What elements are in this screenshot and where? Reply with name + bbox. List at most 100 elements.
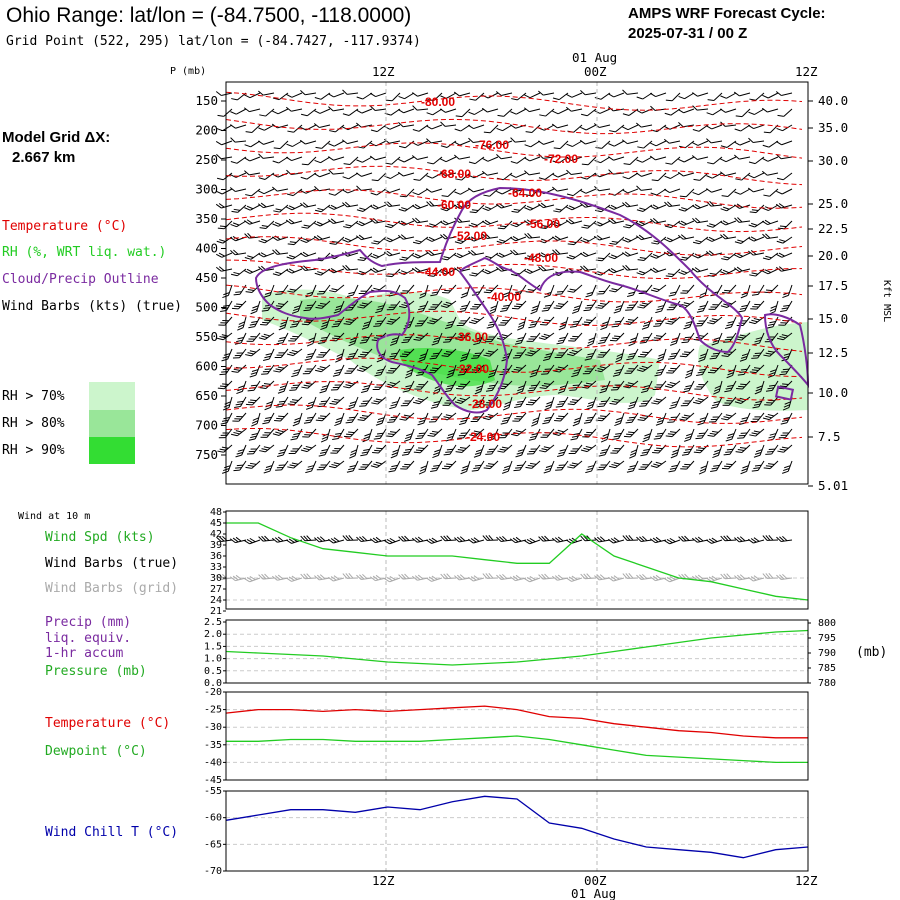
surface-wind-barb <box>762 534 779 541</box>
wind-barb <box>411 267 429 273</box>
wind-barb <box>665 268 681 278</box>
wind-barb <box>346 460 359 473</box>
axis-tick-label: -60 <box>204 813 222 824</box>
surface-wind-barb-grid <box>285 575 303 582</box>
axis-tick-label: 1.0 <box>204 654 222 665</box>
wind-barb <box>706 172 723 179</box>
wind-barb <box>600 428 611 443</box>
wind-barb <box>497 444 513 453</box>
wind-barb <box>782 460 793 474</box>
wind-barb <box>625 412 639 424</box>
wind-barb <box>595 252 611 262</box>
surface-wind-barb-grid <box>271 574 289 581</box>
wind-barb <box>722 396 737 406</box>
wind-barb <box>720 268 737 275</box>
wind-barb <box>320 316 331 331</box>
wind-barb <box>473 332 485 346</box>
surface-wind-barb <box>356 535 373 543</box>
wind-barb <box>516 380 527 395</box>
wind-barb <box>553 140 569 150</box>
isotherm-labels: -80.00 -76.00 -72.00 -68.00 -64.00 -60.0… <box>421 95 578 444</box>
windchill-label: Wind Chill T (°C) <box>45 825 178 840</box>
wind-barb <box>735 444 751 453</box>
surface-wind-barb-grid <box>440 573 457 580</box>
wind-barb <box>569 316 583 328</box>
wind-barb <box>440 156 457 163</box>
wind-barb <box>288 332 303 342</box>
wind-barb <box>314 156 331 164</box>
isotherm-label-m28: -28.00 <box>468 397 502 411</box>
surface-wind-barb <box>243 537 261 545</box>
wind-barb <box>567 460 583 469</box>
wind-barb <box>566 252 583 260</box>
surface-wind-barb-grid <box>762 572 779 579</box>
wind-barb <box>775 91 793 96</box>
axis-tick-label: 45 <box>210 518 222 529</box>
wind-barb <box>655 300 667 314</box>
wind-barb <box>748 172 765 179</box>
wind-barb <box>650 124 667 133</box>
wind-barb <box>246 444 261 455</box>
wind-barb <box>441 412 457 421</box>
wind-barb <box>496 124 513 132</box>
wind-barb <box>361 316 373 330</box>
wind-barb <box>327 156 345 161</box>
wind-barb <box>677 171 695 177</box>
wind-barb <box>691 92 709 97</box>
wind-barb <box>777 444 793 453</box>
wind-barb <box>495 203 513 209</box>
wind-barb <box>679 412 695 421</box>
wind-barb <box>595 300 611 309</box>
wind-barb <box>496 172 513 181</box>
wind-barb <box>314 108 331 114</box>
wind-barb <box>348 332 359 347</box>
wind-barb <box>665 156 681 165</box>
wind-barb <box>332 428 345 440</box>
axis-tick-label: -25 <box>204 705 222 716</box>
wind-barb <box>399 252 415 261</box>
wind-barb <box>585 460 597 474</box>
wind-barb <box>301 220 317 229</box>
wind-barb <box>328 169 345 175</box>
wind-barb <box>286 252 303 260</box>
wind-barb <box>580 188 597 194</box>
wind-barb <box>570 428 583 441</box>
wind-barb <box>623 156 639 165</box>
wind-barb <box>427 428 443 437</box>
surface-wind-barb-grid <box>747 575 765 582</box>
wind-barb <box>344 364 359 374</box>
wind-barb <box>411 155 429 160</box>
wind-barb <box>510 249 527 256</box>
wind-barb <box>272 249 289 255</box>
surface-wind-barb <box>747 537 765 544</box>
wind-barb <box>609 236 625 245</box>
wind-barb <box>260 428 275 438</box>
isotherm-line <box>225 357 803 378</box>
wind-barb <box>735 332 751 341</box>
surface-wind-barb <box>398 535 415 542</box>
wind-barb <box>531 412 541 427</box>
wind-barb <box>739 412 751 425</box>
wind-barb <box>300 124 317 131</box>
wind-barb <box>748 108 765 115</box>
wind-barb <box>412 124 429 132</box>
wind-barb <box>581 316 597 326</box>
bottom-time-00z: 00Z <box>584 873 607 888</box>
wind-barb <box>342 201 359 208</box>
wind-barb <box>278 316 289 331</box>
wind-barb <box>233 460 247 472</box>
wind-barb <box>426 172 443 179</box>
wind-barb <box>640 444 653 457</box>
wind-barb <box>258 124 275 131</box>
wind-barb <box>538 265 555 272</box>
wind-barb <box>271 172 289 178</box>
wind-barb <box>636 204 653 212</box>
surface-wind-barb-grid <box>663 575 681 583</box>
isotherm-label-m68: -68.00 <box>437 167 471 181</box>
wind-barb <box>369 267 387 273</box>
wind-barb <box>457 364 471 376</box>
wind-barb <box>314 92 331 100</box>
axis-tick-label: 24 <box>210 595 222 606</box>
wind-barb <box>215 91 233 96</box>
wind-barb <box>679 188 695 198</box>
